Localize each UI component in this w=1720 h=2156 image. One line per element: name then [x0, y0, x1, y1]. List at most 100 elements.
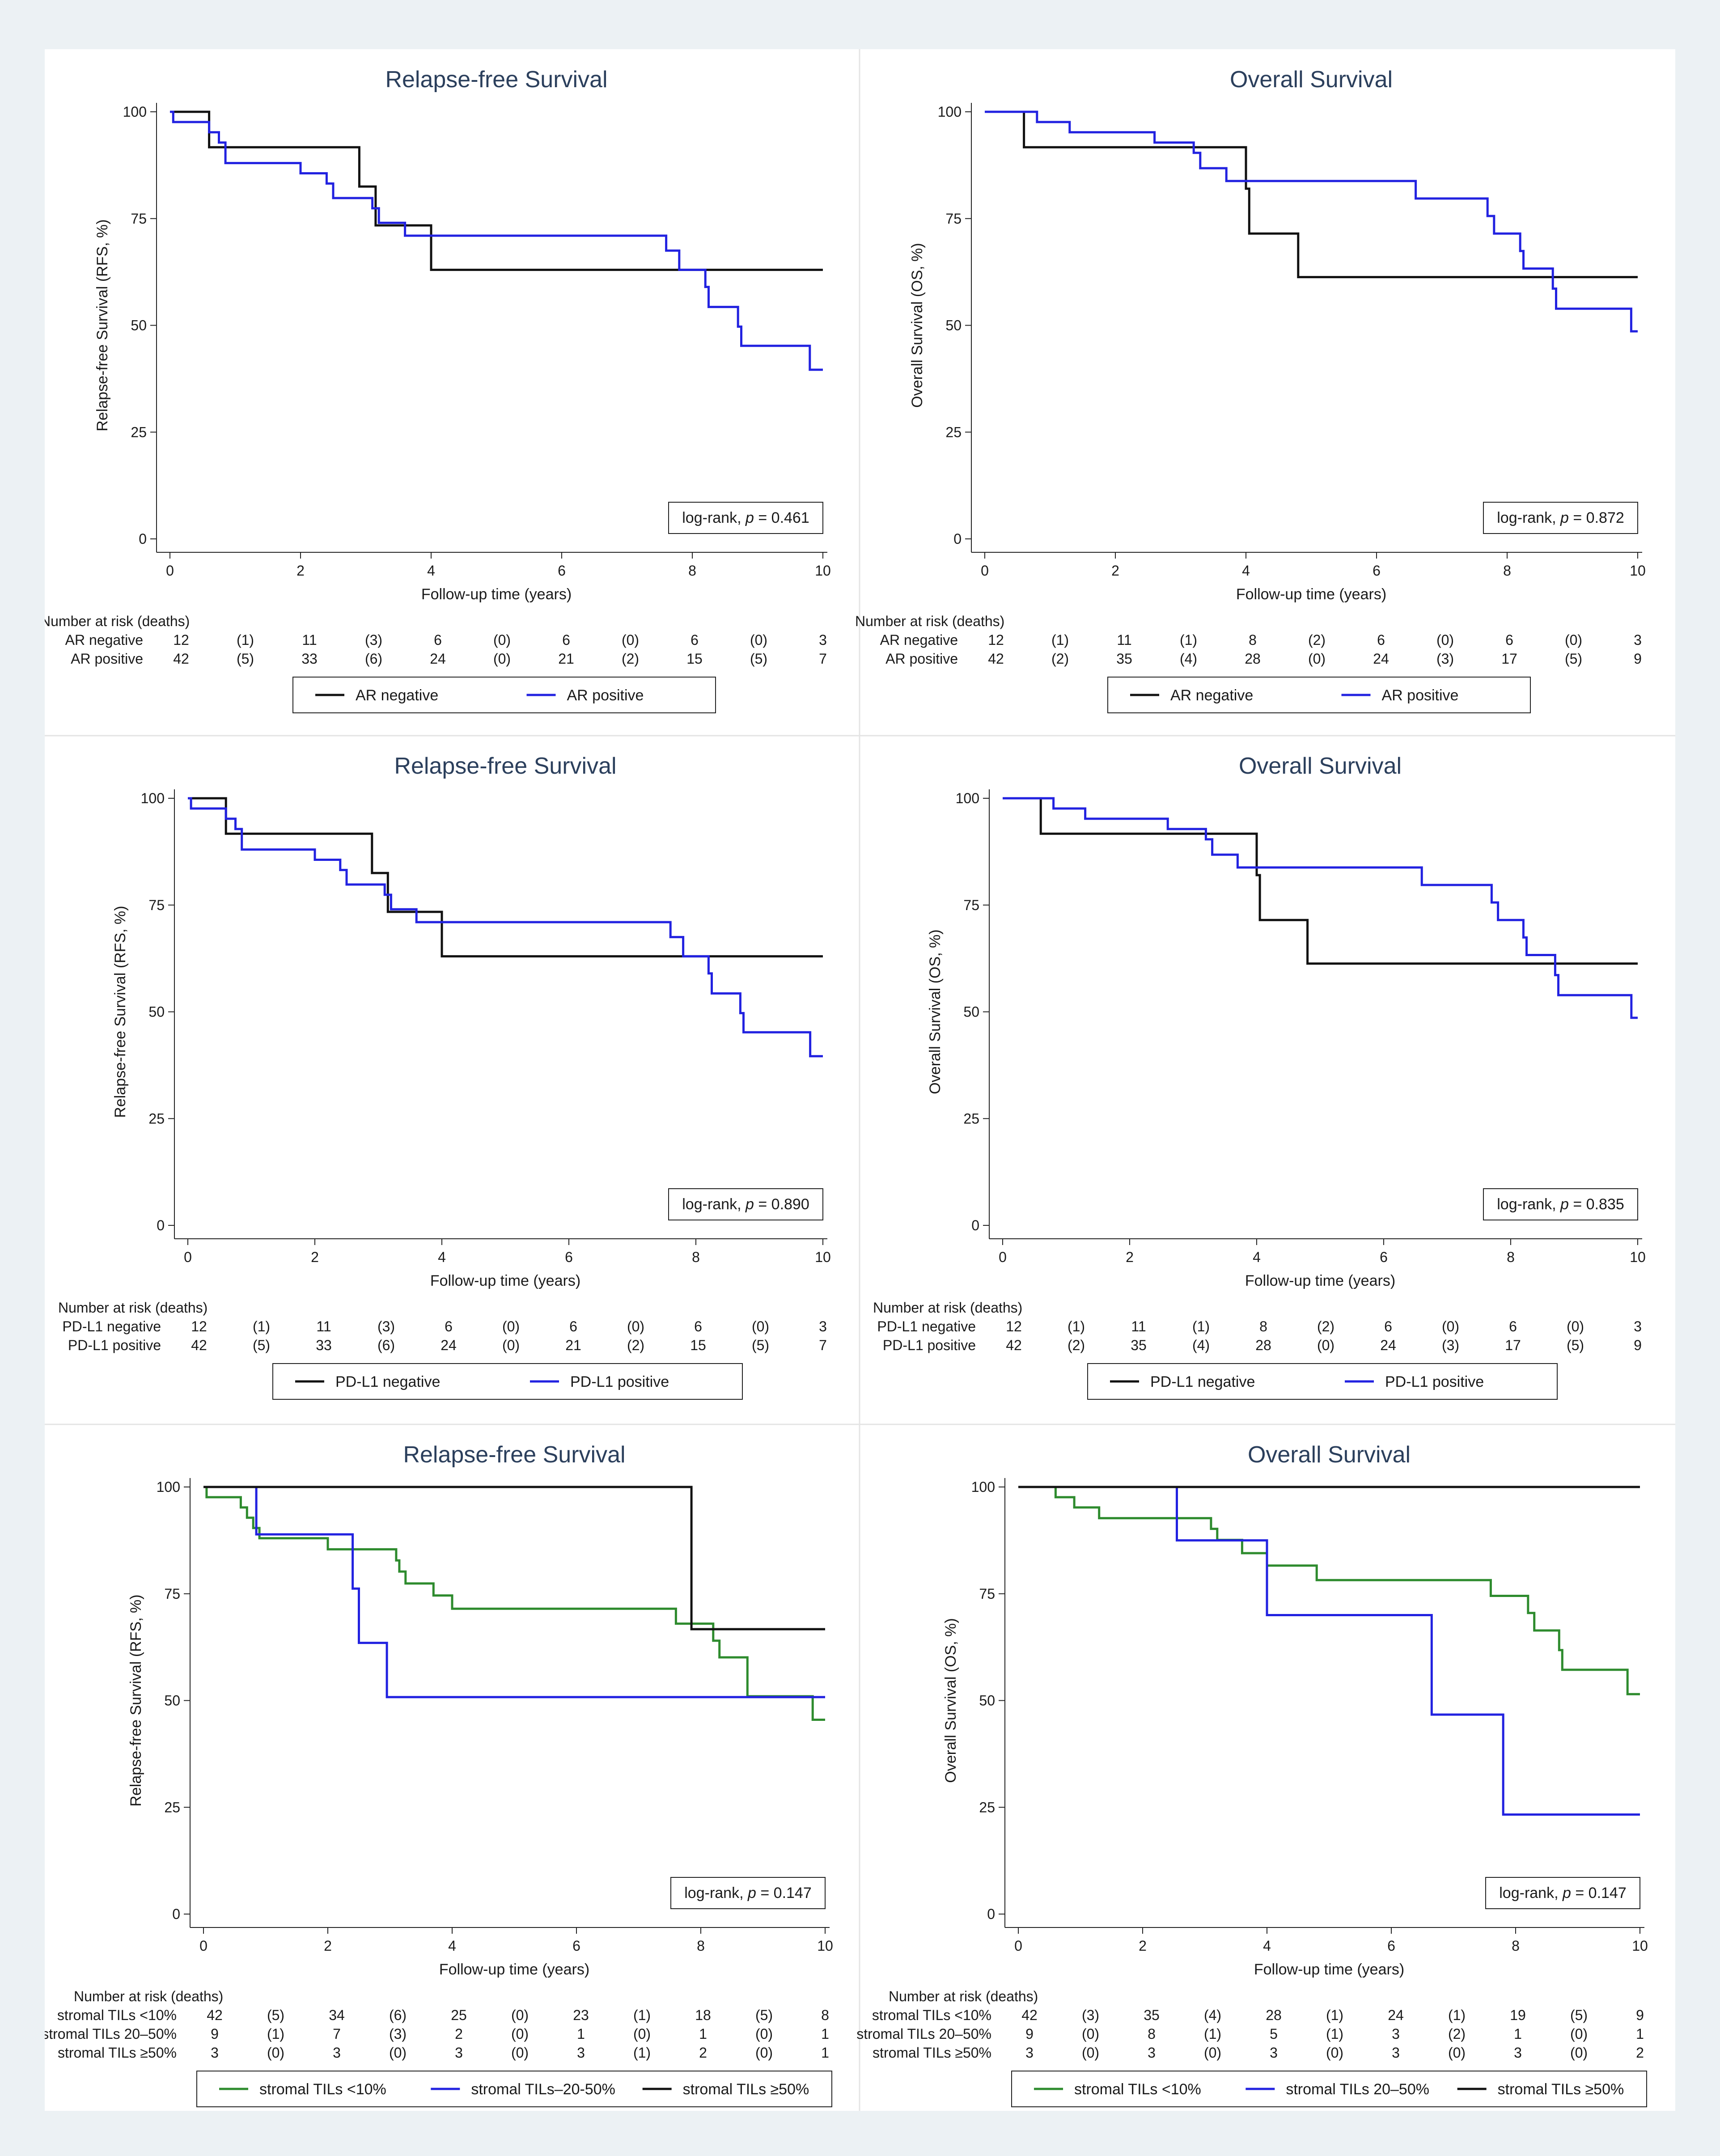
- risk-cell: (0): [1442, 1318, 1459, 1334]
- legend-label: stromal TILs <10%: [259, 2081, 386, 2098]
- legend-label: stromal TILs–20-50%: [471, 2081, 615, 2098]
- logrank-value: = 0.890: [754, 1196, 809, 1213]
- risk-cell: 33: [301, 651, 318, 667]
- risk-cell: 5: [1270, 2026, 1278, 2042]
- risk-cell: (5): [267, 2007, 284, 2023]
- risk-cell: 3: [1148, 2045, 1156, 2061]
- risk-row-label: stromal TILs ≥50%: [58, 2045, 177, 2061]
- y-tick-label: 0: [987, 1906, 995, 1922]
- y-tick-label: 75: [131, 211, 147, 227]
- risk-cell: (0): [511, 2007, 529, 2023]
- logrank-p-symbol: p: [745, 509, 754, 526]
- legend-box: [1087, 1363, 1558, 1400]
- risk-cell: (2): [1051, 651, 1069, 667]
- logrank-label: log-rank, p = 0.890: [682, 1196, 809, 1213]
- logrank-value: = 0.872: [1569, 509, 1624, 526]
- y-axis-label: Relapse-free Survival (RFS, %): [112, 906, 129, 1118]
- y-tick-label: 25: [148, 1110, 165, 1127]
- risk-cell: 17: [1501, 651, 1517, 667]
- risk-cell: 3: [1392, 2045, 1400, 2061]
- legend-label: PD-L1 positive: [1385, 1373, 1484, 1390]
- risk-cell: (1): [1204, 2026, 1221, 2042]
- risk-cell: (5): [752, 1337, 769, 1353]
- risk-cell: (0): [1448, 2045, 1466, 2061]
- y-tick-label: 50: [164, 1693, 180, 1709]
- y-tick-label: 25: [979, 1799, 995, 1815]
- legend-label: stromal TILs ≥50%: [1498, 2081, 1624, 2098]
- risk-cell: 3: [819, 632, 827, 648]
- risk-cell: 11: [316, 1318, 331, 1334]
- x-tick-label: 10: [815, 1249, 831, 1265]
- risk-cell: 33: [316, 1337, 332, 1353]
- risk-cell: 24: [441, 1337, 457, 1353]
- risk-cell: (1): [633, 2045, 651, 2061]
- risk-cell: 6: [434, 632, 442, 648]
- risk-cell: (0): [1082, 2026, 1099, 2042]
- y-tick-label: 50: [148, 1004, 165, 1020]
- risk-cell: (5): [750, 651, 767, 667]
- x-tick-label: 2: [1111, 563, 1119, 579]
- risk-cell: 9: [1025, 2026, 1034, 2042]
- x-tick-label: 2: [1139, 1938, 1147, 1954]
- risk-cell: (5): [253, 1337, 270, 1353]
- x-tick-label: 4: [448, 1938, 456, 1954]
- risk-row-label: stromal TILs 20–50%: [856, 2026, 991, 2042]
- risk-cell: 18: [695, 2007, 711, 2023]
- risk-row-label: stromal TILs <10%: [57, 2007, 177, 2023]
- risk-cell: 7: [819, 651, 827, 667]
- legend-box: [1011, 2071, 1647, 2107]
- logrank-label: log-rank, p = 0.147: [684, 1885, 812, 1902]
- x-tick-label: 10: [1630, 563, 1646, 579]
- risk-cell: 12: [191, 1318, 207, 1334]
- logrank-prefix: log-rank,: [682, 509, 746, 526]
- logrank-label: log-rank, p = 0.147: [1499, 1885, 1627, 1902]
- risk-cell: 6: [1505, 632, 1513, 648]
- risk-row-label: stromal TILs ≥50%: [873, 2045, 991, 2061]
- risk-cell: 6: [569, 1318, 577, 1334]
- x-tick-label: 6: [1380, 1249, 1388, 1265]
- logrank-p-symbol: p: [1560, 1196, 1569, 1213]
- y-tick-label: 50: [131, 318, 147, 334]
- legend-label: stromal TILs ≥50%: [683, 2081, 809, 2098]
- risk-cell: (0): [755, 2026, 773, 2042]
- logrank-box: [670, 1877, 826, 1909]
- x-tick-label: 4: [1263, 1938, 1271, 1954]
- risk-cell: 1: [699, 2026, 707, 2042]
- logrank-p-symbol: p: [1562, 1885, 1571, 1902]
- survival-curve: [985, 110, 1638, 333]
- risk-cell: (0): [493, 632, 511, 648]
- risk-cell: 3: [333, 2045, 341, 2061]
- y-axis-label: Overall Survival (OS, %): [927, 929, 944, 1094]
- risk-cell: 42: [191, 1337, 207, 1353]
- y-tick-label: 0: [172, 1906, 180, 1922]
- legend-box: [1107, 677, 1531, 713]
- risk-cell: 3: [211, 2045, 219, 2061]
- y-tick-label: 0: [139, 531, 147, 547]
- risk-cell: 3: [455, 2045, 463, 2061]
- risk-cell: 35: [1144, 2007, 1160, 2023]
- logrank-prefix: log-rank,: [682, 1196, 746, 1213]
- logrank-box: [1485, 1877, 1640, 1909]
- risk-cell: 3: [1634, 1318, 1642, 1334]
- risk-cell: 12: [1006, 1318, 1022, 1334]
- y-axis-label: Relapse-free Survival (RFS, %): [127, 1594, 144, 1806]
- logrank-prefix: log-rank,: [684, 1885, 748, 1902]
- x-axis-label: Follow-up time (years): [1245, 1272, 1395, 1289]
- risk-cell: 9: [1636, 2007, 1644, 2023]
- logrank-box: [668, 502, 823, 534]
- risk-cell: 42: [207, 2007, 223, 2023]
- risk-cell: 28: [1255, 1337, 1271, 1353]
- risk-row-label: PD-L1 negative: [877, 1318, 976, 1334]
- x-tick-label: 6: [1373, 563, 1381, 579]
- risk-cell: (1): [237, 632, 254, 648]
- y-tick-label: 50: [963, 1004, 979, 1020]
- risk-table-header: Number at risk (deaths): [889, 1988, 1038, 2004]
- y-tick-label: 75: [945, 211, 962, 227]
- risk-cell: 2: [699, 2045, 707, 2061]
- risk-cell: (3): [365, 632, 382, 648]
- risk-cell: 6: [1509, 1318, 1517, 1334]
- risk-cell: (2): [1068, 1337, 1085, 1353]
- risk-cell: 35: [1116, 651, 1132, 667]
